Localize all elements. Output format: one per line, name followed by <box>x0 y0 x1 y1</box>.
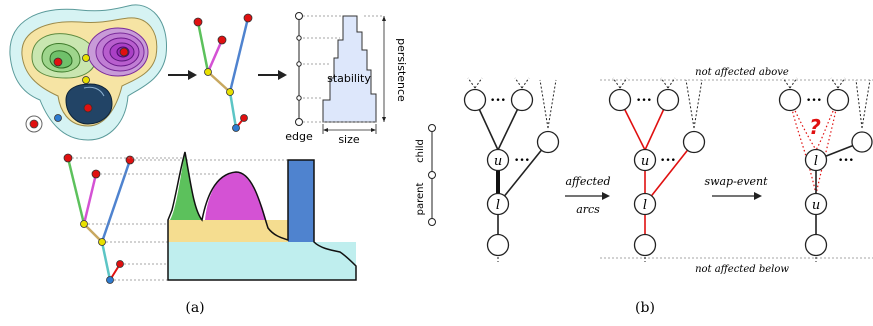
swap-event-arrow <box>712 192 762 200</box>
tree3-dots-mid: ••• <box>838 156 854 166</box>
tree-swapped <box>778 77 873 262</box>
stability-diagram <box>295 12 386 134</box>
tree2-u: u <box>641 154 649 169</box>
not-affected-above: not affected above <box>695 67 789 78</box>
tree1-dots-mid: ••• <box>514 156 530 166</box>
tree-affected <box>608 77 706 262</box>
contour-landscape <box>9 4 168 141</box>
tree-original <box>463 77 560 262</box>
question-mark: ? <box>809 115 821 139</box>
tree2-l: l <box>643 198 647 213</box>
stability-bar <box>322 15 377 123</box>
arrow-1 <box>168 70 197 80</box>
tree2-dots-mid: ••• <box>660 156 676 166</box>
affected-label: affected <box>566 175 611 188</box>
size-label: size <box>338 133 360 146</box>
affected-arcs-arrow <box>565 192 610 200</box>
tree1-u: u <box>494 154 502 169</box>
swap-event-label: swap-event <box>704 175 768 188</box>
tree3-dots-top: ••• <box>806 96 822 106</box>
child-label: child <box>415 139 426 163</box>
caption-b: (b) <box>635 300 655 316</box>
merge-tree-top <box>193 13 253 132</box>
parent-child-legend <box>428 124 436 226</box>
tree1-l: l <box>496 198 500 213</box>
tree1-dots-top: ••• <box>490 96 506 106</box>
persistence-label: persistence <box>395 38 408 102</box>
caption-a: (a) <box>185 300 204 316</box>
arcs-label: arcs <box>576 203 600 216</box>
panel-b: child parent ••• • <box>415 67 873 316</box>
tree2-dots-top: ••• <box>636 96 652 106</box>
arrow-2 <box>258 70 287 80</box>
not-affected-below: not affected below <box>695 264 789 275</box>
tree3-l: l <box>814 154 818 169</box>
tree3-u: u <box>812 198 820 213</box>
stability-label: stability <box>327 72 371 85</box>
parent-label: parent <box>415 183 426 216</box>
landscape-profile <box>167 151 357 281</box>
merge-tree-bottom <box>63 153 135 284</box>
edge-label: edge <box>285 130 313 143</box>
panel-a: stability edge size persistence <box>9 4 408 316</box>
